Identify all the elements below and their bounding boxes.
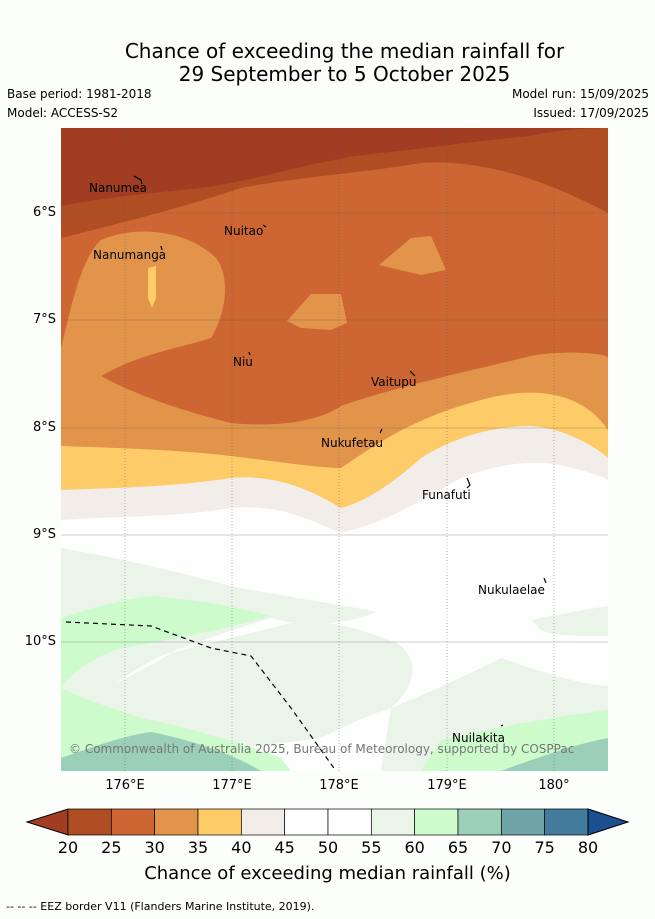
place-nukulaelae: Nukulaelae bbox=[478, 583, 545, 597]
colorbar-tick-label: 25 bbox=[101, 838, 122, 857]
place-nukufetau: Nukufetau bbox=[321, 436, 384, 450]
zone-30-35-west bbox=[61, 231, 226, 393]
colorbar-segment bbox=[197, 808, 242, 836]
place-nanumanga: Nanumanga bbox=[93, 248, 167, 262]
place-vaitupu: Vaitupu bbox=[371, 375, 417, 389]
chart-title: Chance of exceeding the median rainfall … bbox=[0, 40, 655, 86]
colorbar-segment bbox=[327, 808, 372, 836]
colorbar-segment bbox=[457, 808, 502, 836]
colorbar-tick-label: 50 bbox=[317, 838, 339, 857]
colorbar-ticks: 20 25 30 35 40 45 50 55 60 65 70 75 80 bbox=[0, 838, 655, 858]
zone-65-70-sw bbox=[61, 732, 261, 771]
place-nanumea: Nanumea bbox=[89, 181, 147, 195]
lon-label: 180° bbox=[538, 778, 570, 793]
colorbar-tick-label: 55 bbox=[361, 838, 382, 857]
colorbar-segment bbox=[110, 808, 156, 836]
zone-65-70-se bbox=[501, 738, 608, 771]
colorbar-segment bbox=[154, 808, 199, 836]
place-nuitao: Nuitao bbox=[224, 224, 264, 238]
model-name: Model: ACCESS-S2 bbox=[7, 106, 119, 120]
lat-label: 6°S bbox=[32, 205, 56, 220]
colorbar-segment bbox=[67, 808, 112, 836]
lat-label: 7°S bbox=[32, 312, 56, 327]
lat-label: 10°S bbox=[24, 634, 56, 649]
zone-35-40-west bbox=[148, 266, 156, 308]
colorbar-tick-label: 75 bbox=[534, 838, 555, 857]
grid-lines bbox=[124, 128, 555, 771]
place-nuilakita: Nuilakita bbox=[452, 731, 505, 745]
zone-60-65-west bbox=[61, 596, 271, 688]
zone-55-60-west bbox=[61, 548, 376, 728]
zone-30-35-central bbox=[287, 294, 347, 330]
lon-label: 176°E bbox=[105, 778, 145, 793]
zone-55-60-east bbox=[531, 606, 608, 636]
colorbar-segment bbox=[370, 808, 416, 836]
colorbar-tick-label: 80 bbox=[577, 838, 599, 857]
copyright-notice: © Commonwealth of Australia 2025, Bureau… bbox=[69, 742, 575, 756]
colorbar-segment bbox=[544, 808, 589, 836]
colorbar-segment bbox=[240, 808, 286, 836]
issued-date: Issued: 17/09/2025 bbox=[533, 106, 649, 120]
colorbar-segment bbox=[284, 808, 329, 836]
colorbar-tick-label: 70 bbox=[491, 838, 512, 857]
lon-label: 179°E bbox=[427, 778, 467, 793]
zone-30-35-east bbox=[379, 236, 446, 275]
title-line-2: 29 September to 5 October 2025 bbox=[178, 62, 511, 86]
colorbar-tick-label: 45 bbox=[274, 838, 295, 857]
base-period: Base period: 1981-2018 bbox=[7, 87, 152, 101]
lon-label: 177°E bbox=[212, 778, 252, 793]
colorbar-over-arrow bbox=[587, 808, 630, 836]
eez-legend: -- -- -- EEZ border V11 (Flanders Marine… bbox=[6, 900, 315, 913]
colorbar-tick-label: 35 bbox=[187, 838, 209, 857]
colorbar bbox=[25, 808, 630, 836]
colorbar-tick-label: 65 bbox=[447, 838, 469, 857]
island-marks bbox=[133, 175, 547, 727]
place-funafuti: Funafuti bbox=[422, 488, 471, 502]
lat-label: 8°S bbox=[32, 420, 56, 435]
colorbar-under-arrow bbox=[25, 808, 69, 836]
colorbar-title: Chance of exceeding median rainfall (%) bbox=[144, 863, 511, 884]
colorbar-segment bbox=[414, 808, 459, 836]
lon-label: 178°E bbox=[319, 778, 359, 793]
colorbar-segment bbox=[500, 808, 546, 836]
lat-label: 9°S bbox=[32, 527, 56, 542]
colorbar-tick-label: 40 bbox=[231, 838, 252, 857]
title-line-1: Chance of exceeding the median rainfall … bbox=[124, 39, 565, 63]
colorbar-tick-label: 20 bbox=[57, 838, 79, 857]
place-niu: Niu bbox=[233, 355, 253, 369]
rainfall-map[interactable] bbox=[61, 128, 608, 771]
colorbar-tick-label: 30 bbox=[144, 838, 165, 857]
colorbar-tick-label: 60 bbox=[404, 838, 425, 857]
model-run: Model run: 15/09/2025 bbox=[511, 87, 649, 101]
